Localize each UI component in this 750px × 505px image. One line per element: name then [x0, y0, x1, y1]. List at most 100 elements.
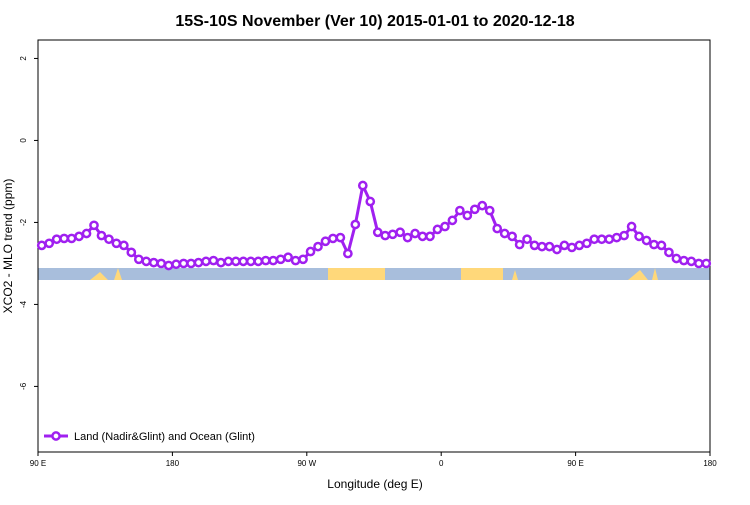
data-point [544, 241, 555, 252]
data-point [387, 229, 398, 240]
data-point [148, 257, 159, 268]
data-point [402, 232, 413, 243]
data-point [559, 240, 570, 251]
data-point [208, 255, 219, 266]
data-point [141, 256, 152, 267]
x-tick-label: 90 E [30, 459, 46, 468]
data-point [425, 231, 435, 242]
data-point [335, 232, 346, 243]
data-point [380, 230, 391, 241]
chart-title: 15S-10S November (Ver 10) 2015-01-01 to … [175, 13, 574, 30]
data-point [313, 241, 323, 252]
data-point [641, 235, 652, 246]
data-point [417, 231, 428, 242]
x-axis-label: Longitude (deg E) [327, 477, 422, 491]
surface-band [38, 268, 710, 280]
data-point [529, 240, 540, 251]
data-point [634, 231, 644, 242]
data-point [223, 256, 234, 267]
series-line [41, 180, 707, 268]
x-tick-label: 0 [439, 459, 444, 468]
data-point [66, 233, 77, 244]
data-point [156, 258, 167, 269]
y-tick-label: -4 [19, 300, 28, 308]
data-point [328, 233, 338, 244]
data-point [357, 180, 368, 191]
data-point [350, 219, 361, 230]
data-point [320, 236, 331, 247]
data-point [574, 240, 585, 251]
data-point [567, 242, 577, 253]
data-point [104, 234, 114, 245]
data-point [701, 258, 712, 269]
data-point [186, 258, 196, 269]
data-point [447, 215, 458, 226]
data-point [507, 231, 517, 242]
data-point [552, 244, 562, 255]
data-point [693, 258, 704, 269]
y-tick-label: 0 [19, 138, 28, 143]
data-point [126, 247, 137, 258]
data-point [372, 227, 383, 238]
data-point [671, 253, 682, 264]
data-point [201, 256, 211, 267]
y-tick-label: 2 [19, 56, 28, 61]
data-point [440, 221, 450, 232]
data-point [455, 205, 465, 216]
data-point [596, 234, 607, 245]
data-point [171, 259, 181, 270]
data-point [163, 260, 174, 271]
x-tick-label: 90 W [297, 459, 316, 468]
data-point [581, 238, 592, 249]
data-point [133, 254, 144, 265]
x-tick-label: 180 [703, 459, 717, 468]
data-point [36, 240, 47, 251]
data-point [275, 254, 286, 265]
data-point [686, 256, 697, 267]
data-point [522, 234, 532, 245]
legend-label: Land (Nadir&Glint) and Ocean (Glint) [74, 431, 255, 443]
x-tick-label: 180 [166, 459, 180, 468]
data-point [260, 255, 271, 266]
data-point [537, 241, 547, 252]
data-point [611, 232, 622, 243]
data-point [268, 255, 279, 266]
data-point [44, 238, 55, 249]
data-point [410, 228, 420, 239]
data-point [193, 257, 204, 268]
data-point [178, 258, 189, 269]
data-point [253, 256, 264, 267]
data-point [305, 246, 316, 257]
data-point [290, 255, 301, 266]
land-band [328, 268, 385, 280]
data-point [96, 230, 107, 241]
x-tick-label: 90 E [567, 459, 583, 468]
plot-frame [37, 39, 711, 453]
data-point [589, 234, 600, 245]
data-point [119, 240, 129, 251]
data-point [432, 224, 443, 235]
land-band [90, 272, 108, 280]
y-axis-label: XCO2 - MLO trend (ppm) [1, 179, 15, 314]
data-point [365, 196, 376, 207]
data-point [298, 254, 308, 265]
data-point [679, 255, 689, 266]
data-point [343, 248, 353, 259]
data-point [499, 228, 510, 239]
data-point [81, 228, 92, 239]
land-band [461, 268, 503, 280]
data-point [462, 210, 473, 221]
data-point [395, 227, 405, 238]
land-band [652, 268, 658, 280]
data-point [656, 240, 667, 251]
y-tick-label: -2 [19, 218, 28, 226]
y-tick-label: -6 [19, 382, 28, 390]
land-band [114, 268, 122, 280]
data-point [216, 257, 226, 268]
data-point [514, 239, 525, 250]
data-point [626, 221, 637, 232]
land-band [628, 270, 648, 280]
data-point [477, 200, 488, 211]
